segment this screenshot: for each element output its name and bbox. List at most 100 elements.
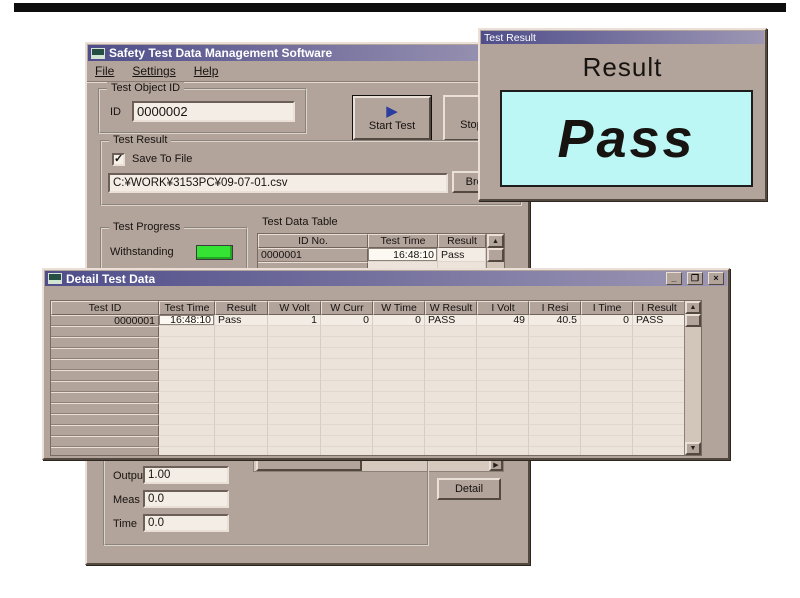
table-cell (51, 425, 159, 436)
column-header: Result (438, 234, 486, 248)
table-cell (633, 414, 685, 425)
table-cell (159, 326, 215, 337)
empty-table-row (51, 337, 685, 348)
table-cell[interactable]: 0000001 (51, 315, 159, 326)
table-cell (581, 359, 633, 370)
menu-help[interactable]: Help (193, 64, 219, 78)
vscroll-track[interactable] (685, 327, 701, 442)
table-cell (268, 359, 321, 370)
empty-table-row (51, 359, 685, 370)
table-cell (425, 436, 477, 447)
table-cell[interactable]: Pass (215, 315, 268, 326)
table-cell (529, 370, 581, 381)
empty-table-row (51, 403, 685, 414)
table-cell[interactable]: 0 (321, 315, 373, 326)
file-path-input[interactable]: C:¥WORK¥3153PC¥09-07-01.csv (108, 173, 448, 193)
withstanding-led-indicator (196, 245, 233, 260)
photo-frame-top-bar (14, 3, 786, 12)
start-test-button[interactable]: ▶ Start Test (352, 95, 432, 141)
table-cell[interactable]: 49 (477, 315, 529, 326)
table-cell[interactable]: PASS (633, 315, 685, 326)
table-row[interactable]: 0000001 16:48:10 Pass 1 0 0 PASS 49 40.5 0 PASS (51, 315, 685, 326)
table-cell (425, 403, 477, 414)
result-value: Pass (557, 108, 696, 169)
table-cell (529, 359, 581, 370)
detail-title-bar[interactable]: Detail Test Data _ ❐ × (45, 271, 727, 286)
id-label: ID (110, 106, 121, 118)
table-cell (321, 381, 373, 392)
table-cell (529, 326, 581, 337)
table-cell (268, 425, 321, 436)
main-title-bar[interactable]: Safety Test Data Management Software (88, 45, 527, 61)
maximize-icon[interactable]: ❐ (687, 272, 703, 285)
hscroll-thumb[interactable] (256, 459, 362, 471)
column-header: Test Time (159, 301, 215, 315)
scroll-down-icon[interactable]: ▼ (685, 442, 701, 455)
menu-settings[interactable]: Settings (132, 64, 176, 78)
table-row[interactable]: 0000001 16:48:10 Pass (258, 248, 486, 262)
table-cell (321, 392, 373, 403)
table-cell (373, 447, 425, 455)
table-cell[interactable]: 1 (268, 315, 321, 326)
table-cell[interactable]: 40.5 (529, 315, 581, 326)
empty-table-row (51, 392, 685, 403)
table-cell (159, 447, 215, 455)
table-cell (425, 326, 477, 337)
table-cell (581, 447, 633, 455)
table-cell (425, 337, 477, 348)
table-cell (373, 359, 425, 370)
table-cell (373, 326, 425, 337)
menu-file[interactable]: File (95, 64, 115, 78)
table-cell (581, 337, 633, 348)
table-cell (51, 447, 159, 455)
table-cell (373, 392, 425, 403)
meas-field[interactable]: 0.0 (143, 490, 229, 508)
save-to-file-label: Save To File (132, 153, 193, 165)
minimize-icon[interactable]: _ (666, 272, 682, 285)
table-cell (51, 348, 159, 359)
table-cell (529, 414, 581, 425)
table-cell (159, 403, 215, 414)
popup-title-bar[interactable]: Test Result (481, 31, 764, 44)
detail-button[interactable]: Detail (437, 478, 501, 500)
table-cell (321, 425, 373, 436)
table-cell (215, 381, 268, 392)
result-panel: Pass (500, 90, 753, 187)
close-icon[interactable]: × (708, 272, 724, 285)
table-cell (159, 414, 215, 425)
table-cell (51, 326, 159, 337)
table-cell[interactable]: 0 (373, 315, 425, 326)
vscroll-thumb[interactable] (487, 248, 504, 262)
table-cell[interactable]: 16:48:10 (368, 248, 438, 262)
table-cell (477, 414, 529, 425)
table-cell (159, 359, 215, 370)
output-field[interactable]: 1.00 (143, 466, 229, 484)
table-cell[interactable]: Pass (438, 248, 486, 262)
table-cell (477, 337, 529, 348)
table-cell (373, 348, 425, 359)
id-input[interactable]: 0000002 (132, 101, 295, 122)
table-cell (215, 337, 268, 348)
table-cell (581, 414, 633, 425)
table-cell (51, 370, 159, 381)
save-to-file-checkbox[interactable]: ✓ (112, 153, 125, 166)
scroll-up-icon[interactable]: ▲ (487, 234, 504, 248)
time-field[interactable]: 0.0 (143, 514, 229, 532)
table-cell (215, 348, 268, 359)
column-header: W Result (425, 301, 477, 315)
app-icon (91, 47, 105, 59)
table-cell (425, 425, 477, 436)
table-cell[interactable]: 0000001 (258, 248, 368, 262)
table-cell[interactable]: 0 (581, 315, 633, 326)
table-cell[interactable]: PASS (425, 315, 477, 326)
table-cell (321, 326, 373, 337)
table-cell[interactable]: 16:48:10 (159, 315, 215, 326)
scroll-up-icon[interactable]: ▲ (685, 301, 701, 314)
test-data-table-label: Test Data Table (262, 216, 338, 228)
detail-table-vscrollbar[interactable]: ▲ ▼ (684, 301, 701, 455)
vscroll-thumb[interactable] (685, 314, 701, 327)
empty-table-row (51, 425, 685, 436)
scroll-right-icon[interactable]: ▶ (489, 459, 503, 471)
time-label: Time (113, 518, 138, 530)
table-cell (529, 337, 581, 348)
